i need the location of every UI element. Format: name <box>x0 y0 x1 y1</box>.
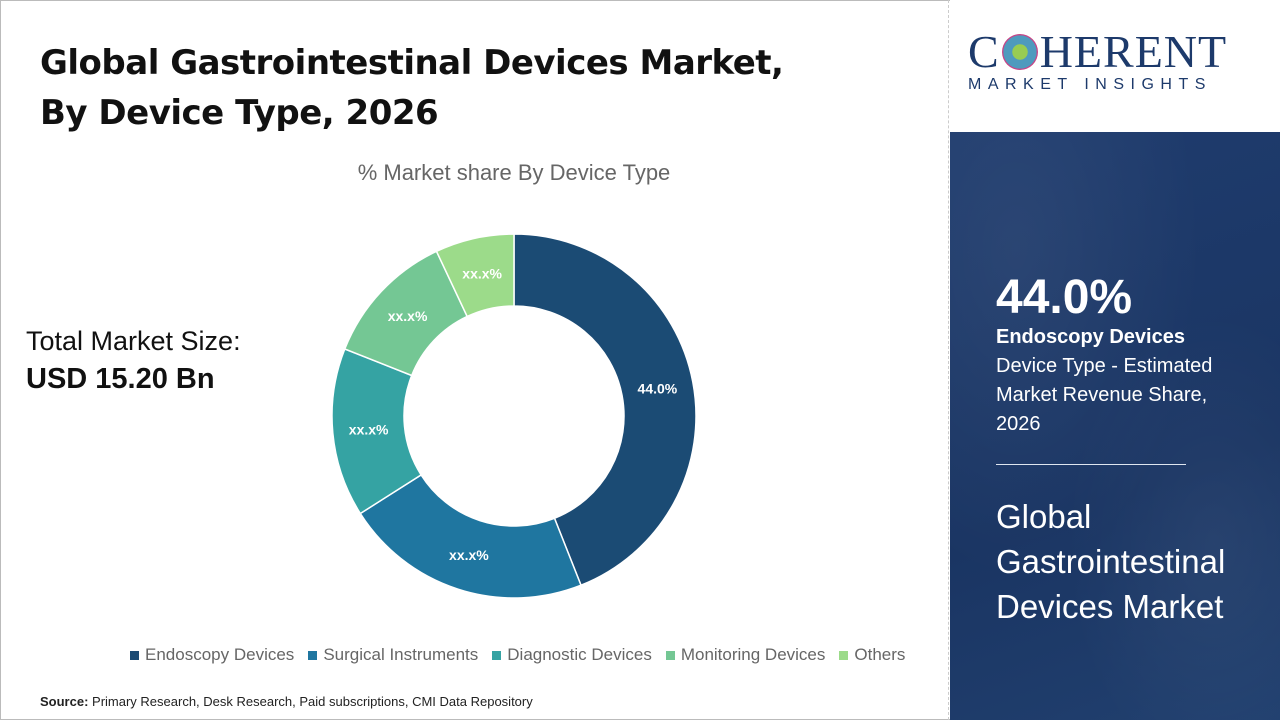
source-note: Source: Primary Research, Desk Research,… <box>40 694 533 709</box>
donut-slice-endoscopy-devices <box>513 233 697 587</box>
legend-item: Diagnostic Devices <box>492 645 652 665</box>
legend-label: Surgical Instruments <box>323 645 479 664</box>
source-text: Primary Research, Desk Research, Paid su… <box>92 694 533 709</box>
logo-text: HERENT <box>1039 26 1228 77</box>
data-label: xx.x% <box>449 547 489 563</box>
highlight-panel: 44.0% Endoscopy Devices Device Type - Es… <box>950 132 1280 720</box>
legend-label: Endoscopy Devices <box>145 645 295 664</box>
legend-item: Others <box>839 645 905 665</box>
donut-slice-surgical-instruments <box>359 473 582 599</box>
legend-item: Surgical Instruments <box>308 645 478 665</box>
donut-chart: 44.0% xx.x% xx.x% xx.x% xx.x% <box>331 233 697 599</box>
page-title: Global Gastrointestinal Devices Market, … <box>40 43 784 133</box>
chart-title: % Market share By Device Type <box>357 160 671 185</box>
legend-label: Monitoring Devices <box>680 645 826 664</box>
globe-icon <box>1001 34 1038 70</box>
legend-swatch <box>492 650 502 660</box>
legend-swatch <box>130 650 139 660</box>
data-label: xx.x% <box>388 308 428 324</box>
legend-swatch <box>308 650 318 660</box>
data-label: xx.x% <box>462 266 502 282</box>
legend-label: Others <box>854 645 906 664</box>
legend-item: Endoscopy Devices <box>130 645 294 665</box>
panel-divider <box>996 464 1186 465</box>
legend-swatch <box>665 650 675 660</box>
logo-letter: C <box>968 26 1000 77</box>
data-label: xx.x% <box>349 422 389 438</box>
chart-legend: Endoscopy Devices Surgical Instruments Dia… <box>130 645 905 665</box>
highlight-description: Device Type - Estimated Market Revenue S… <box>996 355 1213 435</box>
source-label: Source: <box>40 694 89 709</box>
highlight-segment: Endoscopy Devices <box>996 326 1185 348</box>
logo-subtitle: MARKET INSIGHTS <box>968 76 1212 93</box>
highlight-percent: 44.0% <box>996 271 1133 324</box>
legend-item: Monitoring Devices <box>665 645 826 665</box>
divider <box>948 0 950 720</box>
total-market-label: Total Market Size: <box>26 326 241 356</box>
donut-slice-others <box>435 233 515 318</box>
data-label: 44.0% <box>638 381 678 397</box>
legend-swatch <box>839 650 849 660</box>
company-logo: C HERENT MARKET INSIGHTS <box>968 26 1268 94</box>
total-market-value: USD 15.20 Bn <box>26 363 215 395</box>
market-name: Global Gastrointestinal Devices Market <box>996 498 1226 625</box>
legend-label: Diagnostic Devices <box>507 645 652 664</box>
